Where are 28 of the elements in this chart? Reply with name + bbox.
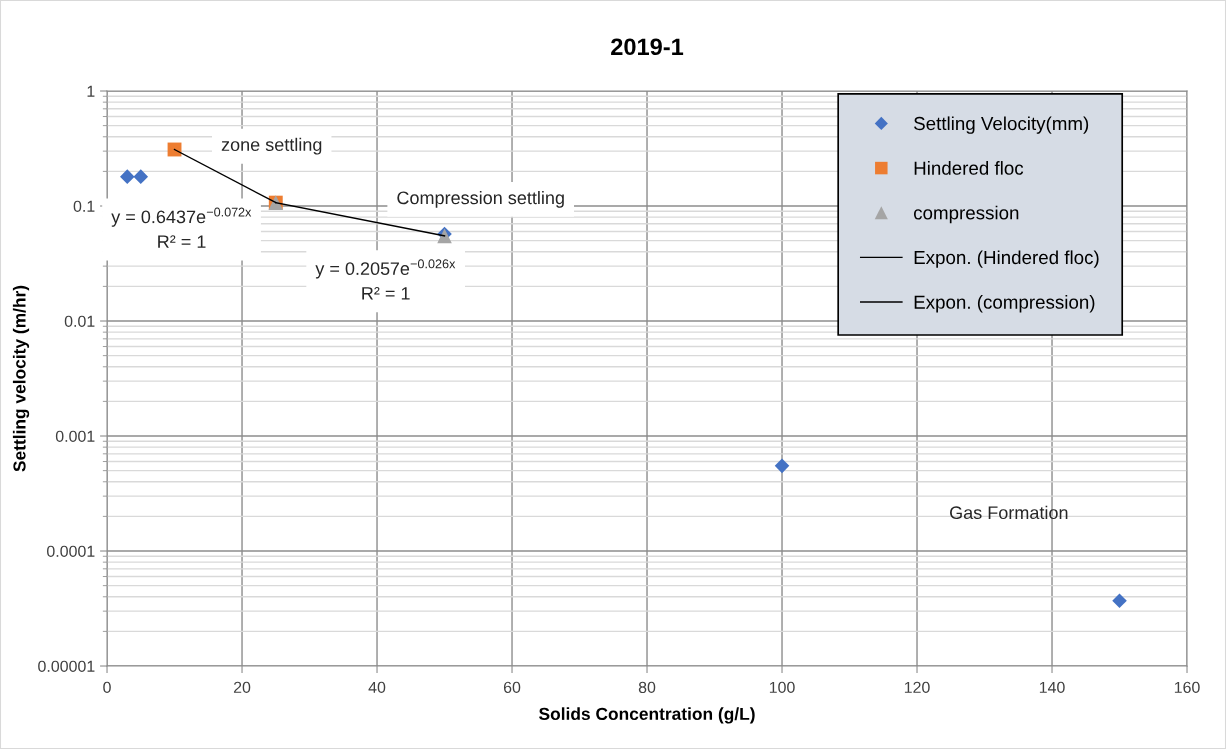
x-tick-label: 120	[904, 681, 930, 694]
legend-label: Expon. (Hindered floc)	[914, 250, 1099, 268]
annotation: Gas Formation	[950, 505, 1068, 520]
legend-label: Hindered floc	[914, 161, 1024, 175]
x-axis-title: Solids Concentration (g/L)	[539, 707, 755, 724]
legend-label: Expon. (compression)	[914, 295, 1095, 313]
annotation: zone settling	[221, 137, 322, 155]
annotation: Compression settling	[397, 190, 564, 208]
legend-label: compression	[913, 205, 1019, 224]
x-tick-label: 60	[503, 681, 521, 694]
y-tick-label: 1	[87, 85, 95, 97]
x-tick-label: 80	[638, 681, 656, 694]
y-tick-label: 0.00001	[38, 660, 95, 672]
text: y = 0.6437e$^{−0.072x}$ R² = 1	[111, 207, 252, 248]
legend-label: Settling Velocity(mm)	[914, 116, 1089, 134]
x-tick-label: 140	[1039, 681, 1065, 694]
y-axis-title: Settling velocity (m/hr)	[12, 285, 30, 472]
chart-title: 2019-1	[611, 38, 684, 56]
x-tick-label: 100	[769, 681, 795, 694]
x-tick-label: 40	[368, 681, 386, 694]
x-tick-label: 160	[1174, 681, 1200, 694]
y-tick-label: 0.01	[64, 315, 95, 327]
x-tick-label: 0	[103, 681, 111, 694]
text: y = 0.2057e$^{−0.026x}$ R² = 1	[315, 259, 456, 300]
y-tick-label: 0.001	[55, 430, 95, 442]
y-tick-label: 0.0001	[47, 545, 95, 557]
y-tick-label: 0.1	[73, 200, 95, 212]
x-tick-label: 20	[233, 681, 251, 694]
